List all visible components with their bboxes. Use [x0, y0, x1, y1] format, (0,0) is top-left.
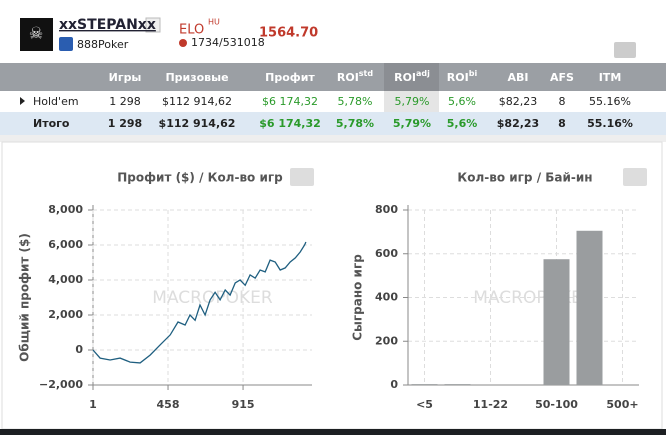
table-cell: $82,23	[497, 117, 539, 130]
table-cell: $6 174,32	[259, 117, 321, 130]
chart-title: Профит ($) / Кол-во игр	[117, 171, 283, 185]
bar	[411, 384, 438, 385]
y-tick-label: 0	[75, 343, 83, 356]
y-axis-label: Сыграно игр	[351, 254, 365, 341]
column-header: ROIstd	[337, 69, 374, 85]
y-tick-label: 2,000	[48, 308, 83, 321]
column-label: Призовые	[165, 71, 228, 84]
column-label: ITM	[599, 71, 622, 84]
table-cell: 5,78%	[338, 95, 373, 108]
flag-icon	[145, 17, 161, 33]
column-header: AFS	[550, 71, 574, 84]
y-tick-label: 400	[375, 291, 398, 304]
column-sup: adj	[416, 69, 430, 78]
table-header	[0, 63, 666, 91]
table-cell: 1 298	[109, 95, 141, 108]
y-tick-label: 200	[375, 334, 398, 347]
separator	[0, 135, 666, 142]
column-sup: std	[359, 69, 374, 78]
y-tick-label: 8,000	[48, 203, 83, 216]
table-cell: 5,79%	[393, 117, 431, 130]
network-icon	[59, 37, 73, 51]
table-cell: 55.16%	[587, 117, 633, 130]
column-label: Профит	[265, 71, 315, 84]
y-tick-label: 4,000	[48, 273, 83, 286]
username[interactable]: xxSTEPANxx	[59, 17, 156, 33]
column-header: ITM	[599, 71, 622, 84]
watermark: MACROPOKER	[473, 288, 594, 308]
column-header: Профит	[265, 71, 315, 84]
bar	[576, 230, 603, 385]
profit-line	[92, 241, 307, 364]
column-label: ROI	[337, 71, 359, 84]
avatar	[20, 18, 53, 51]
expand-arrow[interactable]	[20, 97, 25, 105]
x-tick-label: 458	[157, 398, 180, 411]
column-label: Игры	[109, 71, 142, 84]
network: 888Poker	[77, 38, 129, 51]
column-header: Игры	[109, 71, 142, 84]
chart-title: Кол-во игр / Бай-ин	[457, 171, 592, 185]
table-cell: $82,23	[499, 95, 538, 108]
elo-label: ELO	[179, 23, 204, 38]
y-tick-label: 0	[390, 378, 398, 391]
y-axis-label: Общий профит ($)	[18, 233, 32, 362]
table-cell: 8	[559, 95, 566, 108]
elo-rank: 1734/531018	[191, 36, 265, 49]
row-label: Hold'em	[33, 95, 79, 108]
x-tick-label: 915	[232, 398, 255, 411]
table-cell: 5,6%	[447, 117, 478, 130]
table-cell: 5,79%	[395, 95, 430, 108]
table-cell: $112 914,62	[159, 117, 236, 130]
y-tick-label: 6,000	[48, 238, 83, 251]
x-tick-label: 50-100	[535, 398, 578, 411]
footer-strip	[0, 429, 666, 435]
column-header: ROIadj	[394, 69, 430, 85]
table-cell: $6 174,32	[262, 95, 318, 108]
column-sup: bi	[469, 69, 478, 78]
table-cell: $112 914,62	[162, 95, 232, 108]
camera-icon[interactable]	[614, 42, 636, 58]
row-label: Итого	[33, 117, 70, 130]
avatar-skull: ☠	[29, 24, 43, 43]
table-cell: 5,6%	[448, 95, 476, 108]
column-label: ABI	[508, 71, 529, 84]
y-tick-label: 800	[375, 203, 398, 216]
y-tick-label: −2,000	[39, 378, 83, 391]
x-tick-label: 11-22	[473, 398, 508, 411]
elo-value: 1564.70	[259, 26, 318, 41]
rank-icon	[179, 39, 187, 47]
column-header: Призовые	[165, 71, 228, 84]
table-cell: 55.16%	[589, 95, 631, 108]
total-row	[0, 112, 666, 135]
column-label: ROI	[394, 71, 416, 84]
column-header: ROIbi	[447, 69, 478, 85]
x-tick-label: 500+	[606, 398, 638, 411]
x-tick-label: 1	[89, 398, 97, 411]
bar	[444, 384, 471, 385]
table-cell: 8	[558, 117, 566, 130]
table-cell: 5,78%	[336, 117, 374, 130]
camera-icon[interactable]	[290, 168, 314, 186]
column-label: AFS	[550, 71, 574, 84]
watermark: MACROPOKER	[152, 288, 273, 308]
x-tick-label: <5	[416, 398, 433, 411]
bar	[543, 259, 570, 385]
y-tick-label: 600	[375, 247, 398, 260]
camera-icon[interactable]	[623, 168, 647, 186]
column-label: ROI	[447, 71, 469, 84]
table-cell: 1 298	[108, 117, 142, 130]
column-header: ABI	[508, 71, 529, 84]
elo-region: HU	[208, 18, 220, 27]
